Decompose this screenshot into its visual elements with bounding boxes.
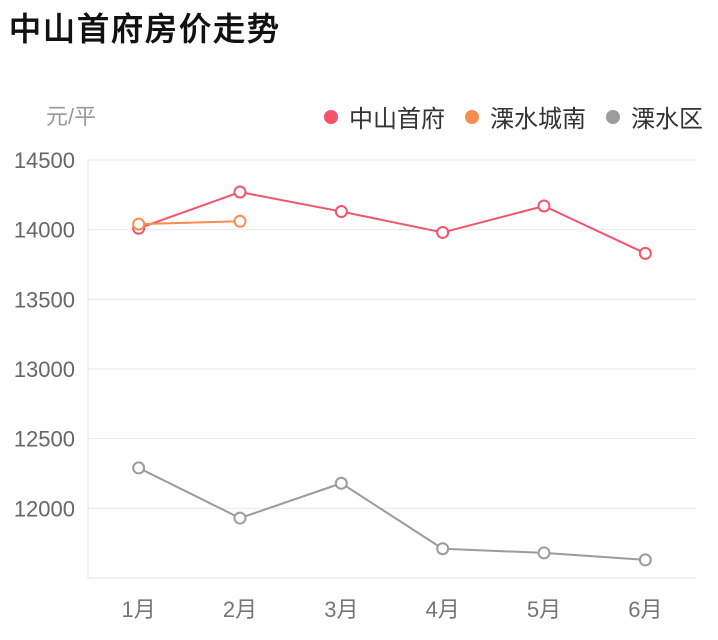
y-tick-label: 14000 bbox=[14, 218, 75, 243]
x-tick-label: 3月 bbox=[324, 597, 358, 622]
data-point-zhongshan-shoufu-m3 bbox=[334, 205, 348, 219]
price-trend-chart: 14500 14000 13500 13000 12500 12000 1月 2月 3月 4月 5月… bbox=[14, 148, 696, 622]
legend-label: 溧水区 bbox=[631, 106, 703, 133]
data-point-zhongshan-shoufu-m4 bbox=[436, 225, 450, 239]
data-point-lishui-qu-m5 bbox=[537, 546, 551, 560]
data-point-lishui-chengnan-m2 bbox=[233, 214, 247, 228]
chart-legend: 中山首府 溧水城南 溧水区 bbox=[324, 99, 703, 134]
series-line-zhongshan-shoufu bbox=[138, 191, 646, 255]
legend-dot-icon bbox=[324, 109, 338, 124]
y-tick-label: 12000 bbox=[14, 496, 75, 521]
x-tick-label: 5月 bbox=[527, 597, 561, 622]
x-tick-label: 1月 bbox=[122, 597, 156, 622]
x-tick-label: 4月 bbox=[426, 597, 460, 622]
legend-label: 溧水城南 bbox=[490, 106, 586, 133]
legend-dot-icon bbox=[465, 109, 479, 124]
legend-dot-icon bbox=[606, 109, 620, 124]
x-tick-label: 6月 bbox=[628, 597, 662, 622]
data-point-lishui-qu-m1 bbox=[132, 461, 146, 475]
data-point-zhongshan-shoufu-m5 bbox=[537, 199, 551, 213]
legend-label: 中山首府 bbox=[349, 106, 445, 133]
data-point-lishui-qu-m2 bbox=[233, 511, 247, 525]
data-point-lishui-qu-m4 bbox=[436, 542, 450, 556]
data-point-lishui-chengnan-m1 bbox=[132, 217, 146, 231]
legend-item-lishui-chengnan[interactable]: 溧水城南 bbox=[465, 99, 586, 134]
y-tick-label: 14500 bbox=[14, 148, 75, 173]
y-tick-label: 13500 bbox=[14, 287, 75, 312]
data-point-lishui-qu-m3 bbox=[334, 476, 348, 490]
x-tick-label: 2月 bbox=[223, 597, 257, 622]
data-point-lishui-qu-m6 bbox=[638, 553, 652, 567]
series-line-lishui-chengnan bbox=[138, 220, 241, 226]
data-point-zhongshan-shoufu-m2 bbox=[233, 185, 247, 199]
data-point-zhongshan-shoufu-m6 bbox=[638, 246, 652, 260]
y-axis-unit-label: 元/平 bbox=[46, 104, 97, 129]
y-tick-label: 12500 bbox=[14, 427, 75, 452]
chart-title: 中山首府房价走势 bbox=[9, 11, 282, 47]
y-tick-label: 13000 bbox=[14, 357, 75, 382]
legend-item-zhongshan-shoufu[interactable]: 中山首府 bbox=[324, 99, 445, 134]
series-line-lishui-qu bbox=[138, 467, 646, 561]
legend-item-lishui-qu[interactable]: 溧水区 bbox=[606, 99, 703, 134]
